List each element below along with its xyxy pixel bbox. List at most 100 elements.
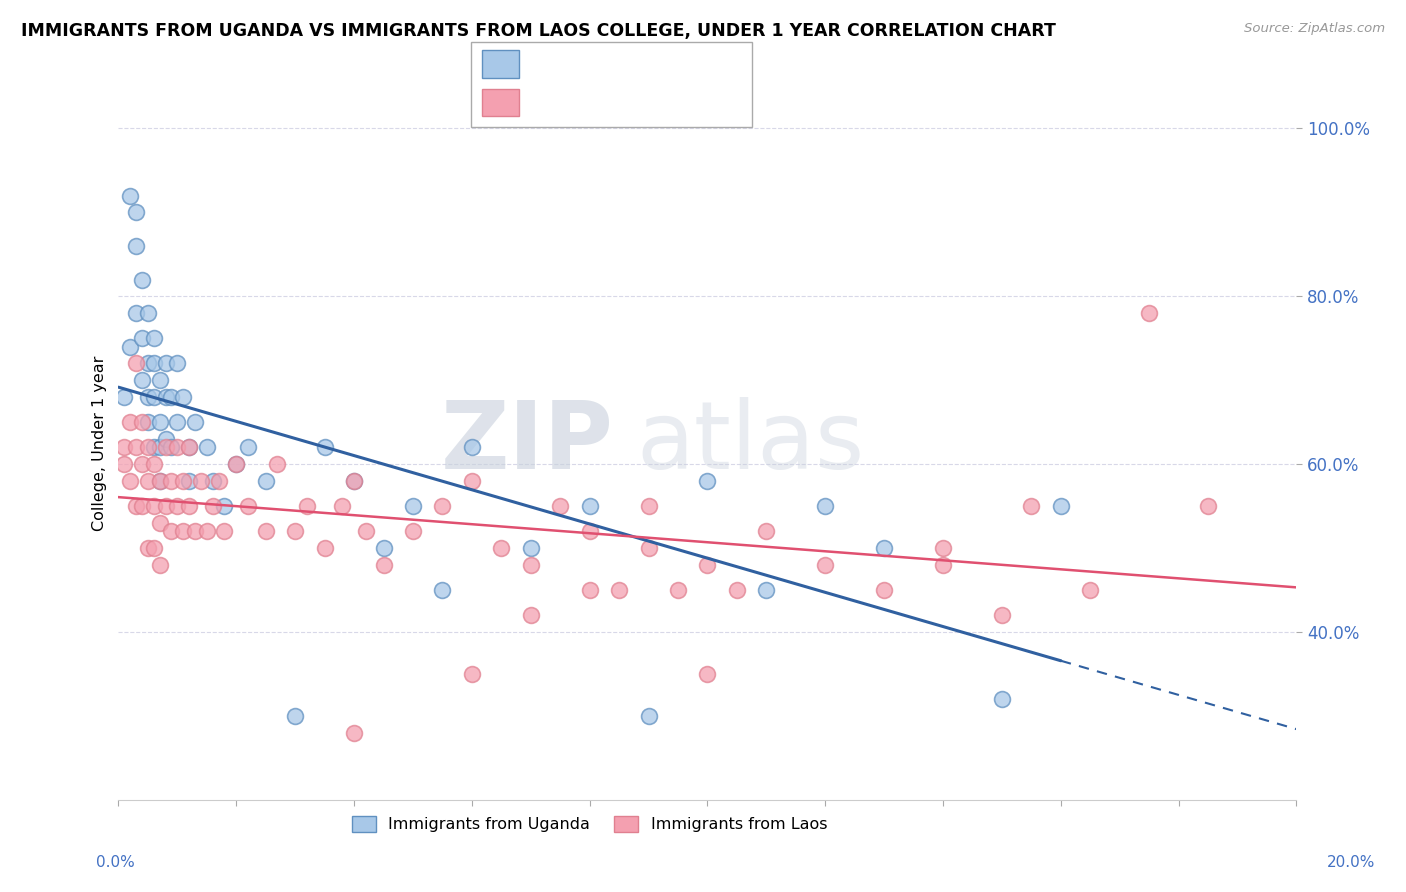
Point [314, 441, 336, 455]
Point [578, 500, 600, 514]
Point [136, 390, 159, 404]
Point [166, 357, 188, 371]
Point [578, 583, 600, 598]
Point [166, 500, 188, 514]
Point [254, 474, 277, 488]
Point [160, 524, 183, 539]
Point [491, 541, 513, 556]
Point [932, 541, 955, 556]
Point [991, 608, 1014, 623]
Point [142, 500, 165, 514]
Point [225, 457, 247, 471]
Point [136, 415, 159, 429]
Point [131, 500, 153, 514]
Point [696, 474, 718, 488]
Point [637, 500, 659, 514]
Point [354, 524, 377, 539]
Point [160, 390, 183, 404]
FancyBboxPatch shape [482, 51, 519, 78]
Point [160, 474, 183, 488]
Point [461, 667, 484, 681]
Point [172, 390, 194, 404]
Point [607, 583, 630, 598]
Point [201, 500, 224, 514]
Text: 0.0%: 0.0% [96, 855, 135, 870]
Point [112, 457, 135, 471]
Point [1197, 500, 1219, 514]
Point [519, 608, 541, 623]
Legend: Immigrants from Uganda, Immigrants from Laos: Immigrants from Uganda, Immigrants from … [346, 809, 834, 838]
Point [149, 474, 172, 488]
Point [120, 340, 142, 354]
Point [373, 558, 395, 572]
Point [136, 306, 159, 320]
Text: Source: ZipAtlas.com: Source: ZipAtlas.com [1244, 22, 1385, 36]
Point [207, 474, 229, 488]
FancyBboxPatch shape [471, 42, 752, 127]
Point [160, 441, 183, 455]
Point [755, 524, 778, 539]
Text: IMMIGRANTS FROM UGANDA VS IMMIGRANTS FROM LAOS COLLEGE, UNDER 1 YEAR CORRELATION: IMMIGRANTS FROM UGANDA VS IMMIGRANTS FRO… [21, 22, 1056, 40]
Point [1050, 500, 1073, 514]
Point [142, 541, 165, 556]
Point [1021, 500, 1043, 514]
Point [149, 441, 172, 455]
Point [142, 357, 165, 371]
Point [578, 524, 600, 539]
Text: atlas: atlas [637, 397, 865, 490]
Point [184, 415, 207, 429]
Point [155, 500, 177, 514]
Point [149, 373, 172, 387]
Point [432, 500, 454, 514]
Point [1137, 306, 1160, 320]
Point [179, 441, 201, 455]
Point [120, 415, 142, 429]
Point [519, 558, 541, 572]
Point [814, 500, 837, 514]
Point [696, 667, 718, 681]
Point [295, 500, 318, 514]
Point [214, 500, 236, 514]
Point [637, 541, 659, 556]
Point [343, 726, 366, 740]
Point [149, 474, 172, 488]
Point [284, 709, 307, 723]
Point [166, 441, 188, 455]
Point [637, 709, 659, 723]
Point [125, 441, 148, 455]
Point [1078, 583, 1101, 598]
Point [373, 541, 395, 556]
Point [120, 474, 142, 488]
Point [432, 583, 454, 598]
Point [125, 357, 148, 371]
Point [131, 457, 153, 471]
Point [254, 524, 277, 539]
Point [142, 457, 165, 471]
Point [149, 415, 172, 429]
Point [112, 390, 135, 404]
Y-axis label: College, Under 1 year: College, Under 1 year [93, 356, 107, 531]
Point [142, 441, 165, 455]
Text: R = -0.269   N = 54: R = -0.269 N = 54 [530, 56, 693, 71]
Point [125, 500, 148, 514]
Point [179, 441, 201, 455]
Point [155, 390, 177, 404]
Point [179, 474, 201, 488]
Point [149, 558, 172, 572]
Point [991, 692, 1014, 706]
Point [873, 583, 896, 598]
Point [873, 541, 896, 556]
Point [166, 415, 188, 429]
Point [136, 441, 159, 455]
Point [201, 474, 224, 488]
Point [402, 500, 425, 514]
Point [195, 524, 218, 539]
Point [172, 524, 194, 539]
Point [343, 474, 366, 488]
Point [155, 357, 177, 371]
Text: R = -0.019   N = 74: R = -0.019 N = 74 [530, 95, 692, 111]
Point [155, 441, 177, 455]
Point [755, 583, 778, 598]
Point [932, 558, 955, 572]
Point [172, 474, 194, 488]
